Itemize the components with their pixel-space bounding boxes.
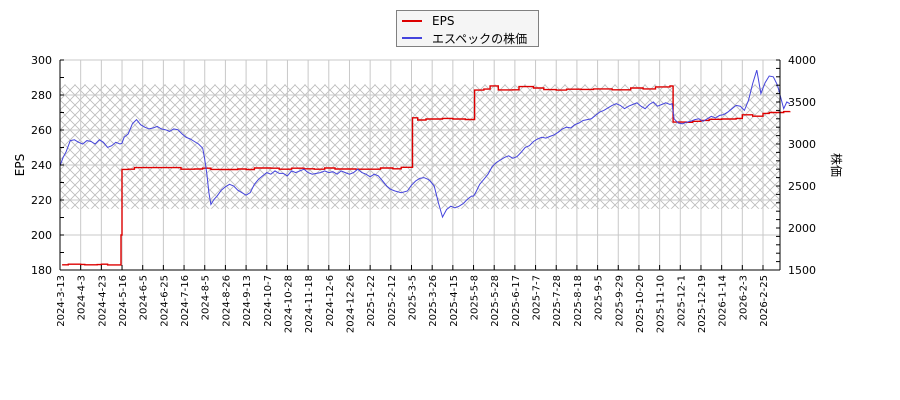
left-tick-label: 220 — [31, 194, 52, 207]
x-tick-label: 2024-10-28 — [283, 275, 294, 333]
x-tick-label: 2025-1-22 — [366, 275, 377, 327]
x-tick-label: 2024-4-3 — [77, 275, 88, 320]
right-tick-label: 2000 — [788, 222, 816, 235]
x-tick-label: 2026-2-25 — [759, 275, 770, 327]
left-tick-label: 280 — [31, 89, 52, 102]
x-tick-label: 2025-6-17 — [511, 275, 522, 327]
shaded-band — [60, 84, 780, 209]
x-tick-label: 2026-1-14 — [718, 275, 729, 327]
x-tick-label: 2025-9-5 — [594, 275, 605, 320]
right-tick-label: 3500 — [788, 96, 816, 109]
x-tick-label: 2025-5-8 — [470, 275, 481, 320]
x-tick-label: 2024-4-23 — [97, 275, 108, 327]
x-tick-label: 2026-2-3 — [738, 275, 749, 320]
x-tick-label: 2025-7-7 — [532, 275, 543, 320]
right-tick-label: 1500 — [788, 264, 816, 277]
left-tick-label: 260 — [31, 124, 52, 137]
legend-label-eps: EPS — [432, 14, 455, 28]
right-tick-label: 3000 — [788, 138, 816, 151]
x-axis-ticks: 2024-3-13 2024-4-3 2024-4-23 2024-5-16 2024-… — [56, 265, 770, 333]
legend-label-price: エスペックの株価 — [432, 31, 528, 46]
right-tick-label: 2500 — [788, 180, 816, 193]
left-tick-label: 240 — [31, 159, 52, 172]
x-tick-label: 2025-3-26 — [428, 275, 439, 327]
right-tick-label: 4000 — [788, 54, 816, 67]
x-tick-label: 2025-10-20 — [635, 275, 646, 333]
x-tick-label: 2025-2-12 — [387, 275, 398, 327]
left-tick-label: 180 — [31, 264, 52, 277]
data-series — [59, 69, 791, 266]
right-axis-title: 株価 — [829, 153, 844, 177]
x-tick-label: 2025-5-28 — [490, 275, 501, 327]
x-tick-label: 2025-12-1 — [676, 275, 687, 327]
x-tick-label: 2025-11-10 — [656, 275, 667, 333]
x-tick-label: 2025-4-15 — [449, 275, 460, 327]
x-tick-label: 2024-5-16 — [118, 275, 129, 327]
legend: EPS エスペックの株価 — [396, 10, 539, 47]
x-tick-label: 2025-12-19 — [697, 275, 708, 333]
x-tick-label: 2025-9-29 — [614, 275, 625, 327]
legend-item-eps: EPS — [397, 13, 454, 29]
price-line — [59, 69, 791, 219]
legend-item-price: エスペックの株価 — [397, 30, 527, 46]
x-tick-label: 2024-6-25 — [159, 275, 170, 327]
x-tick-label: 2024-9-13 — [242, 275, 253, 327]
left-axis-title: EPS — [13, 154, 27, 176]
x-tick-label: 2025-8-18 — [573, 275, 584, 327]
x-tick-label: 2024-8-5 — [201, 275, 212, 320]
left-tick-label: 200 — [31, 229, 52, 242]
x-tick-label: 2024-6-5 — [139, 275, 150, 320]
legend-swatch-price — [402, 37, 422, 39]
x-tick-label: 2024-8-26 — [221, 275, 232, 327]
x-tick-label: 2024-7-16 — [180, 275, 191, 327]
left-y-axis-ticks: 180 200 220 240 260 280 300 — [31, 54, 64, 277]
x-tick-label: 2024-12-26 — [346, 275, 357, 333]
legend-swatch-eps — [402, 20, 422, 22]
x-tick-label: 2024-11-18 — [304, 275, 315, 333]
x-tick-label: 2025-3-5 — [408, 275, 419, 320]
left-tick-label: 300 — [31, 54, 52, 67]
x-tick-label: 2024-10-7 — [263, 275, 274, 327]
x-tick-label: 2025-7-28 — [552, 275, 563, 327]
x-tick-label: 2024-12-6 — [325, 275, 336, 327]
right-y-axis-ticks: 1500 2000 2500 3000 3500 4000 — [776, 54, 816, 277]
x-tick-label: 2024-3-13 — [56, 275, 67, 327]
